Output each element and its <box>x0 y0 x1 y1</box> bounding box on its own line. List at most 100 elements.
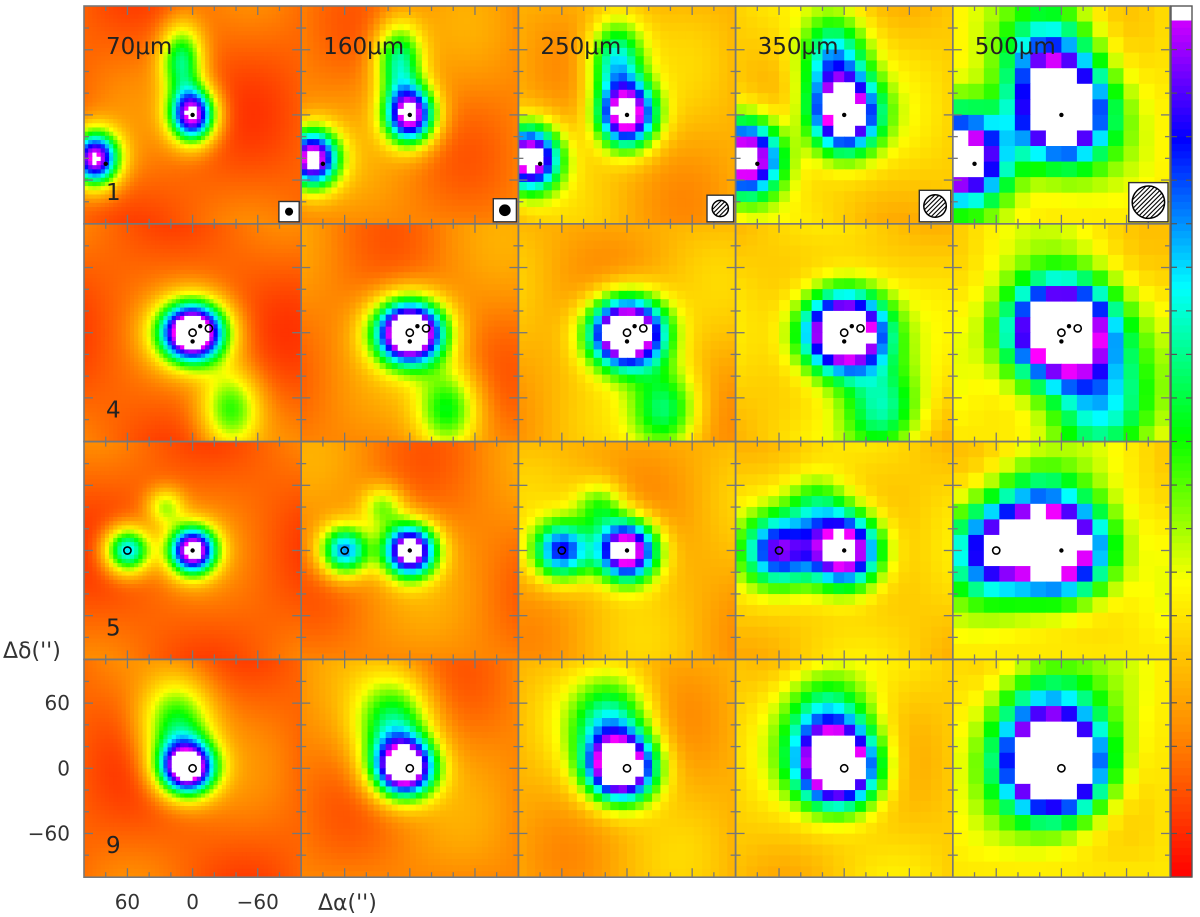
map-pixel <box>226 144 231 150</box>
map-pixel <box>476 78 483 86</box>
map-pixel <box>500 96 507 104</box>
map-pixel <box>349 133 357 140</box>
map-pixel <box>660 81 670 91</box>
map-pixel <box>221 56 227 62</box>
map-pixel <box>319 169 326 176</box>
map-pixel <box>898 27 910 40</box>
map-pixel <box>238 102 244 108</box>
map-pixel <box>84 73 89 78</box>
map-pixel <box>196 26 202 32</box>
map-pixel <box>184 169 190 175</box>
map-pixel <box>627 181 636 191</box>
map-pixel <box>251 148 256 154</box>
map-pixel <box>500 48 507 55</box>
map-pixel <box>251 140 256 145</box>
map-pixel <box>385 163 393 170</box>
map-pixel <box>284 177 290 183</box>
map-pixel <box>518 56 528 66</box>
map-pixel <box>458 48 465 55</box>
map-pixel <box>677 22 687 32</box>
map-pixel <box>439 217 447 225</box>
map-pixel <box>104 198 110 204</box>
map-pixel <box>138 215 144 221</box>
map-pixel <box>710 56 720 66</box>
map-pixel <box>735 82 748 94</box>
map-pixel <box>84 202 89 208</box>
map-pixel <box>433 72 441 80</box>
map-pixel <box>84 39 89 45</box>
map-pixel <box>488 72 495 80</box>
map-pixel <box>171 98 177 103</box>
map-pixel <box>238 215 244 221</box>
map-pixel <box>685 64 695 74</box>
map-pixel <box>217 110 223 116</box>
map-pixel <box>337 42 345 49</box>
map-pixel <box>757 49 769 62</box>
map-pixel <box>138 110 144 116</box>
map-pixel <box>319 96 326 104</box>
map-pixel <box>415 6 423 13</box>
map-pixel <box>271 77 277 82</box>
map-pixel <box>142 169 148 175</box>
map-pixel <box>209 39 215 45</box>
map-pixel <box>789 147 802 160</box>
map-pixel <box>146 119 152 124</box>
map-pixel <box>876 82 889 94</box>
map-pixel <box>246 219 252 225</box>
map-pixel <box>660 156 670 166</box>
map-pixel <box>452 42 459 49</box>
map-pixel <box>109 85 114 91</box>
map-pixel <box>125 207 131 212</box>
map-pixel <box>121 177 127 183</box>
map-pixel <box>601 98 611 108</box>
map-pixel <box>88 60 93 66</box>
map-pixel <box>446 78 453 86</box>
map-pixel <box>710 156 720 166</box>
map-pixel <box>367 187 375 195</box>
map-pixel <box>142 110 148 116</box>
map-pixel <box>415 108 423 116</box>
map-pixel <box>184 6 190 11</box>
map-pixel <box>535 114 545 124</box>
map-pixel <box>209 98 215 103</box>
map-pixel <box>446 120 453 128</box>
map-pixel <box>668 148 678 158</box>
map-pixel <box>660 22 670 32</box>
map-pixel <box>702 123 712 133</box>
map-pixel <box>313 42 320 49</box>
map-pixel <box>259 93 265 99</box>
map-pixel <box>292 85 298 91</box>
map-pixel <box>373 145 381 152</box>
map-pixel <box>175 85 181 91</box>
map-pixel <box>205 181 210 187</box>
map-pixel <box>685 131 695 141</box>
map-pixel <box>470 199 477 207</box>
map-pixel <box>259 85 265 91</box>
map-pixel <box>200 98 206 103</box>
map-pixel <box>205 18 210 24</box>
map-pixel <box>685 123 695 133</box>
map-pixel <box>476 24 483 31</box>
map-pixel <box>188 18 194 24</box>
map-pixel <box>159 10 164 15</box>
map-pixel <box>188 152 194 158</box>
map-pixel <box>500 72 507 80</box>
map-pixel <box>276 26 281 32</box>
map-pixel <box>627 123 636 133</box>
map-pixel <box>251 123 256 129</box>
map-pixel <box>205 39 210 45</box>
map-pixel <box>155 202 160 208</box>
map-pixel <box>643 81 653 91</box>
map-pixel <box>255 152 261 158</box>
map-pixel <box>668 106 678 116</box>
map-pixel <box>343 96 351 104</box>
map-pixel <box>409 114 417 122</box>
map-pixel <box>171 211 177 217</box>
map-pixel <box>234 165 240 170</box>
map-pixel <box>313 217 320 225</box>
map-pixel <box>205 114 210 120</box>
map-pixel <box>155 160 160 166</box>
map-pixel <box>246 114 252 120</box>
map-pixel <box>117 85 123 91</box>
map-pixel <box>301 139 308 146</box>
